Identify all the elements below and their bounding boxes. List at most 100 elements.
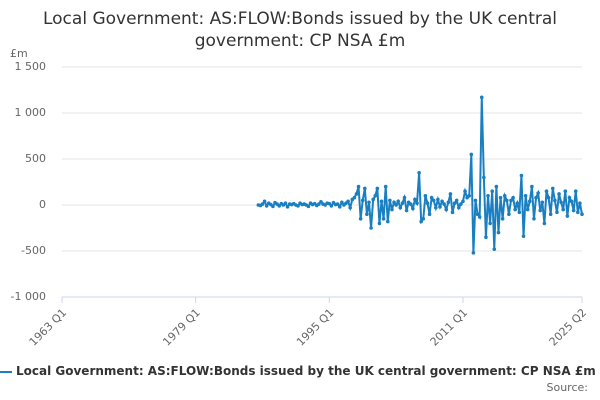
point [454,198,459,203]
point [375,186,380,191]
point [488,221,492,226]
point [442,202,446,206]
y-tick-label: 1 500 [15,60,47,73]
point [373,194,378,198]
point [484,235,488,239]
point [536,191,540,195]
point [436,197,440,202]
point [448,192,453,196]
point [559,200,563,205]
point [475,212,480,216]
point [519,173,524,178]
point [398,205,403,210]
point [335,202,340,206]
x-tick-label: 2011 Q1 [428,306,471,349]
point [427,212,432,216]
point [413,197,417,202]
point [473,198,478,203]
point [431,198,436,203]
point [404,208,409,213]
point [569,199,574,204]
point [381,217,386,221]
x-tick-label: 1979 Q1 [160,306,203,349]
point [517,210,522,215]
point [550,186,555,191]
point [509,198,513,203]
point [463,189,467,193]
point [544,189,549,193]
point [555,210,559,215]
point [429,195,434,200]
x-tick-label: 1963 Q1 [27,306,70,349]
point [438,205,442,209]
point [277,204,281,208]
legend[interactable]: Local Government: AS:FLOW:Bonds issued b… [0,364,600,382]
point [317,202,321,206]
point [446,200,451,205]
point [423,194,428,198]
point [565,214,570,218]
point [367,200,371,205]
point [329,204,334,208]
point [411,206,415,211]
y-unit: £m [10,47,28,60]
point [369,226,373,230]
point [396,199,401,204]
point [360,198,365,203]
point [383,184,388,189]
y-tick-label: -500 [21,244,46,257]
x-tick-label: 1995 Q1 [294,306,337,349]
point [576,210,580,215]
point [521,234,526,239]
point [419,219,423,224]
point [327,201,332,206]
point [511,195,515,200]
point [356,184,361,189]
point [530,184,534,189]
point [515,201,520,205]
legend-label: Local Government: AS:FLOW:Bonds issued b… [16,364,596,378]
point [408,202,413,206]
point [444,207,449,212]
point [337,205,342,209]
point [402,195,407,200]
point [371,197,375,202]
point [358,217,363,221]
point [492,247,497,251]
point [477,215,482,219]
point [500,217,505,221]
point [283,201,288,205]
point [415,201,419,205]
point [471,251,476,255]
point [561,207,566,212]
point [306,204,311,209]
point [262,199,267,204]
point [525,207,530,212]
point [260,202,265,206]
point [538,208,543,213]
point [534,195,538,200]
point [505,198,509,203]
point [296,204,300,208]
point [467,194,472,198]
point [546,195,551,200]
point [379,199,384,204]
point [377,221,382,226]
point [563,189,568,193]
point [459,202,463,206]
point [548,212,553,216]
point [385,219,390,224]
point [523,194,528,198]
x-tick-label: 2025 Q2 [547,306,590,349]
point [388,198,392,203]
y-tick-label: 0 [39,198,46,211]
point [394,203,398,207]
chart-title: Local Government: AS:FLOW:Bonds issued b… [42,9,557,51]
point [507,212,511,216]
point [479,95,484,100]
point [319,199,323,204]
point [498,195,503,200]
point [456,205,461,210]
point [527,199,532,204]
